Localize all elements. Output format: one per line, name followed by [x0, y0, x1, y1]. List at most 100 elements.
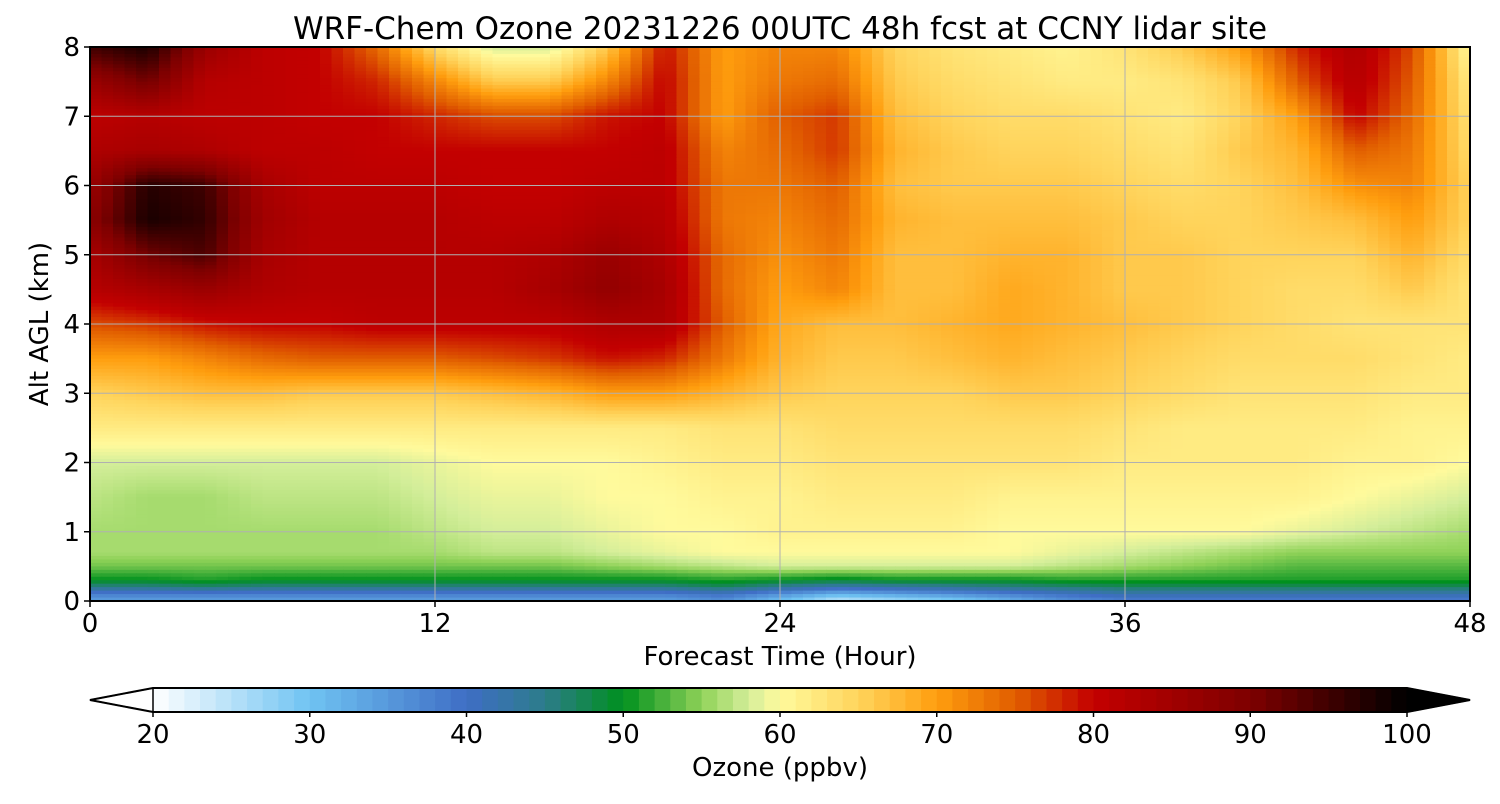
- heatmap-cell: [1378, 161, 1390, 165]
- heatmap-cell: [251, 123, 263, 127]
- heatmap-cell: [1229, 57, 1241, 61]
- heatmap-cell: [849, 95, 861, 99]
- heatmap-cell: [320, 179, 332, 183]
- heatmap-cell: [1091, 64, 1103, 68]
- heatmap-cell: [861, 109, 873, 113]
- heatmap-cell: [1171, 134, 1183, 138]
- heatmap-cell: [1160, 109, 1172, 113]
- heatmap-cell: [1171, 116, 1183, 120]
- heatmap-cell: [171, 78, 183, 82]
- heatmap-cell: [631, 106, 643, 110]
- heatmap-cell: [401, 127, 413, 131]
- heatmap-cell: [964, 64, 976, 68]
- heatmap-cell: [1010, 154, 1022, 158]
- heatmap-cell: [803, 158, 815, 162]
- heatmap-cell: [424, 75, 436, 79]
- heatmap-cell: [1171, 64, 1183, 68]
- heatmap-cell: [424, 158, 436, 162]
- heatmap-cell: [136, 134, 148, 138]
- heatmap-cell: [1275, 78, 1287, 82]
- heatmap-cell: [389, 116, 401, 120]
- heatmap-cell: [113, 172, 125, 176]
- heatmap-cell: [228, 54, 240, 58]
- heatmap-cell: [987, 137, 999, 141]
- heatmap-cell: [1286, 95, 1298, 99]
- heatmap-cell: [286, 78, 298, 82]
- heatmap-cell: [320, 123, 332, 127]
- heatmap-cell: [516, 54, 528, 58]
- heatmap-cell: [251, 137, 263, 141]
- heatmap-cell: [217, 127, 229, 131]
- heatmap-cell: [734, 61, 746, 65]
- heatmap-cell: [182, 64, 194, 68]
- heatmap-cell: [539, 123, 551, 127]
- heatmap-cell: [757, 89, 769, 93]
- heatmap-cell: [631, 134, 643, 138]
- heatmap-cell: [1137, 64, 1149, 68]
- heatmap-cell: [792, 189, 804, 193]
- heatmap-cell: [907, 78, 919, 82]
- heatmap-cell: [251, 54, 263, 58]
- heatmap-cell: [171, 61, 183, 65]
- heatmap-cell: [1413, 137, 1425, 141]
- heatmap-cell: [274, 172, 286, 176]
- heatmap-cell: [976, 144, 988, 148]
- heatmap-cell: [493, 154, 505, 158]
- heatmap-cell: [562, 168, 574, 172]
- heatmap-cell: [217, 120, 229, 124]
- heatmap-cell: [550, 50, 562, 54]
- heatmap-cell: [987, 154, 999, 158]
- heatmap-cell: [527, 61, 539, 65]
- heatmap-cell: [562, 57, 574, 61]
- heatmap-cell: [941, 158, 953, 162]
- heatmap-cell: [504, 172, 516, 176]
- heatmap-cell: [1102, 57, 1114, 61]
- heatmap-cell: [1332, 168, 1344, 172]
- heatmap-cell: [700, 106, 712, 110]
- heatmap-cell: [389, 78, 401, 82]
- heatmap-cell: [171, 89, 183, 93]
- heatmap-cell: [205, 134, 217, 138]
- heatmap-cell: [286, 99, 298, 103]
- heatmap-cell: [205, 120, 217, 124]
- heatmap-cell: [332, 95, 344, 99]
- heatmap-cell: [1183, 144, 1195, 148]
- heatmap-cell: [1332, 95, 1344, 99]
- heatmap-cell: [838, 130, 850, 134]
- heatmap-cell: [240, 95, 252, 99]
- heatmap-cell: [1367, 172, 1379, 176]
- heatmap-cell: [723, 95, 735, 99]
- heatmap-cell: [297, 57, 309, 61]
- heatmap-cell: [412, 92, 424, 96]
- heatmap-cell: [884, 168, 896, 172]
- heatmap-cell: [907, 106, 919, 110]
- heatmap-cell: [251, 130, 263, 134]
- heatmap-cell: [861, 68, 873, 72]
- heatmap-cell: [1206, 71, 1218, 75]
- heatmap-cell: [585, 99, 597, 103]
- heatmap-cell: [516, 106, 528, 110]
- heatmap-cell: [1125, 179, 1137, 183]
- heatmap-cell: [263, 68, 275, 72]
- heatmap-cell: [1263, 102, 1275, 106]
- heatmap-cell: [504, 57, 516, 61]
- heatmap-cell: [930, 134, 942, 138]
- heatmap-cell: [1367, 106, 1379, 110]
- heatmap-cell: [976, 85, 988, 89]
- heatmap-cell: [677, 102, 689, 106]
- heatmap-cell: [447, 102, 459, 106]
- heatmap-cell: [677, 78, 689, 82]
- heatmap-cell: [1206, 179, 1218, 183]
- heatmap-cell: [1160, 64, 1172, 68]
- heatmap-cell: [1459, 165, 1471, 169]
- heatmap-cell: [389, 99, 401, 103]
- heatmap-cell: [1401, 140, 1413, 144]
- heatmap-cell: [481, 92, 493, 96]
- heatmap-cell: [665, 186, 677, 190]
- heatmap-cell: [700, 168, 712, 172]
- heatmap-cell: [631, 154, 643, 158]
- heatmap-cell: [1332, 172, 1344, 176]
- heatmap-cell: [700, 161, 712, 165]
- heatmap-cell: [136, 179, 148, 183]
- heatmap-cell: [401, 109, 413, 113]
